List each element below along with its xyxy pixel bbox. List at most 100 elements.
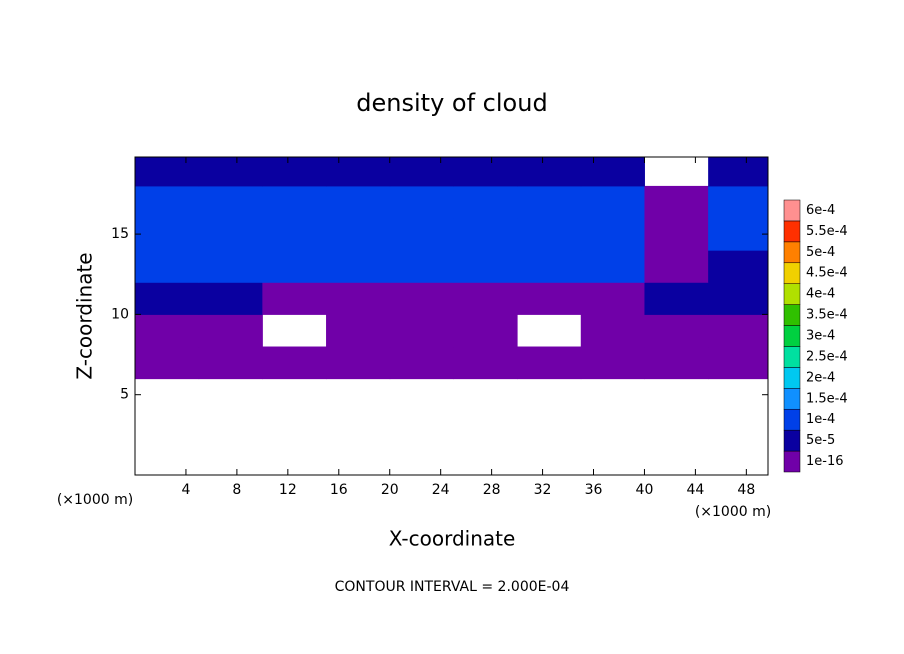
colorbar-box: [783, 241, 801, 264]
x-axis-label: X-coordinate: [389, 527, 516, 551]
contour-cell: [326, 218, 391, 251]
colorbar-box: [783, 283, 801, 305]
contour-cell: [580, 346, 645, 380]
contour-cell: [262, 250, 327, 283]
y-axis-label: Z-coordinate: [73, 252, 97, 379]
colorbar-label: 4.5e-4: [806, 266, 848, 281]
x-tick-label: 28: [483, 482, 501, 498]
contour-cell: [580, 157, 645, 187]
contour-cell: [517, 282, 582, 315]
x-tick-label: 12: [279, 482, 297, 498]
colorbar-box: [783, 346, 801, 368]
colorbar-label: 5.5e-4: [806, 224, 848, 239]
contour-cell: [453, 185, 518, 219]
contour-cell: [326, 185, 391, 219]
contour-cell: [708, 346, 769, 380]
contour-cell: [517, 185, 582, 219]
contour-cell: [135, 314, 200, 348]
contour-cell: [389, 346, 454, 380]
contour-cell: [135, 218, 200, 251]
colorbar-box: [783, 408, 801, 431]
colorbar-label: 1e-4: [806, 412, 835, 427]
colorbar-label: 5e-4: [806, 245, 835, 260]
colorbar-label: 3.5e-4: [806, 308, 848, 323]
colorbar-box: [783, 220, 801, 243]
footnote: CONTOUR INTERVAL = 2.000E-04: [335, 579, 570, 595]
contour-cell: [708, 250, 769, 283]
contour-cell: [644, 218, 709, 251]
contour-cell: [517, 250, 582, 283]
contour-cell: [326, 346, 391, 380]
contour-cell: [644, 250, 709, 283]
contour-cell: [198, 185, 263, 219]
contour-cell: [517, 346, 582, 380]
contour-cell: [389, 314, 454, 348]
contour-cell: [453, 346, 518, 380]
colorbar-box: [783, 325, 801, 347]
plot-frame: [134, 156, 769, 476]
colorbar-label: 5e-5: [806, 433, 835, 448]
contour-cell: [453, 314, 518, 348]
contour-cell: [198, 218, 263, 251]
contour-cell: [135, 346, 200, 380]
contour-cell: [453, 218, 518, 251]
colorbar-box: [783, 388, 801, 410]
contour-cell: [708, 185, 769, 219]
y-tick-label: 15: [111, 226, 129, 242]
x-tick-label: 36: [585, 482, 603, 498]
colorbar-box: [783, 429, 801, 452]
contour-cell: [198, 314, 263, 348]
contour-cell: [708, 218, 769, 251]
contour-cell: [644, 314, 709, 348]
contour-cell: [326, 250, 391, 283]
contour-cell: [198, 282, 263, 315]
colorbar-box: [783, 262, 801, 284]
contour-cell: [326, 282, 391, 315]
colorbar-box: [783, 199, 801, 222]
contour-cell: [389, 185, 454, 219]
chart-title: density of cloud: [356, 89, 547, 117]
contour-cell: [135, 250, 200, 283]
contour-cell: [389, 250, 454, 283]
contour-cell: [517, 218, 582, 251]
contour-cell: [644, 346, 709, 380]
contour-cell: [580, 185, 645, 219]
contour-cell: [389, 218, 454, 251]
x-tick-label: 48: [737, 482, 755, 498]
contour-cell: [580, 314, 645, 348]
x-tick-label: 8: [232, 482, 241, 498]
colorbar-box: [783, 367, 801, 389]
contour-cell: [262, 346, 327, 380]
contour-cell: [453, 157, 518, 187]
contour-cell: [326, 314, 391, 348]
contour-cell: [262, 218, 327, 251]
contour-cell: [708, 157, 769, 187]
x-unit-label: (×1000 m): [695, 504, 771, 520]
contour-cell: [708, 282, 769, 315]
y-tick-label: 5: [120, 387, 129, 403]
contour-cell: [517, 157, 582, 187]
contour-cell: [644, 185, 709, 219]
x-tick-label: 16: [330, 482, 348, 498]
x-tick-label: 32: [534, 482, 552, 498]
contour-cell: [453, 282, 518, 315]
colorbar-label: 2.5e-4: [806, 349, 848, 364]
contour-cell: [135, 157, 200, 187]
x-tick-label: 24: [432, 482, 450, 498]
colorbar-label: 1.5e-4: [806, 391, 848, 406]
contour-cell: [198, 157, 263, 187]
colorbar-label: 2e-4: [806, 370, 835, 385]
y-unit-label: (×1000 m): [57, 492, 133, 508]
contour-cell: [326, 157, 391, 187]
contour-cell: [198, 250, 263, 283]
contour-cell: [708, 314, 769, 348]
contour-cell: [389, 282, 454, 315]
x-tick-label: 40: [636, 482, 654, 498]
contour-cell: [198, 346, 263, 380]
contour-cell: [580, 218, 645, 251]
contour-cell: [389, 157, 454, 187]
contour-cell: [580, 250, 645, 283]
contour-cell: [580, 282, 645, 315]
contour-cell: [135, 282, 200, 315]
